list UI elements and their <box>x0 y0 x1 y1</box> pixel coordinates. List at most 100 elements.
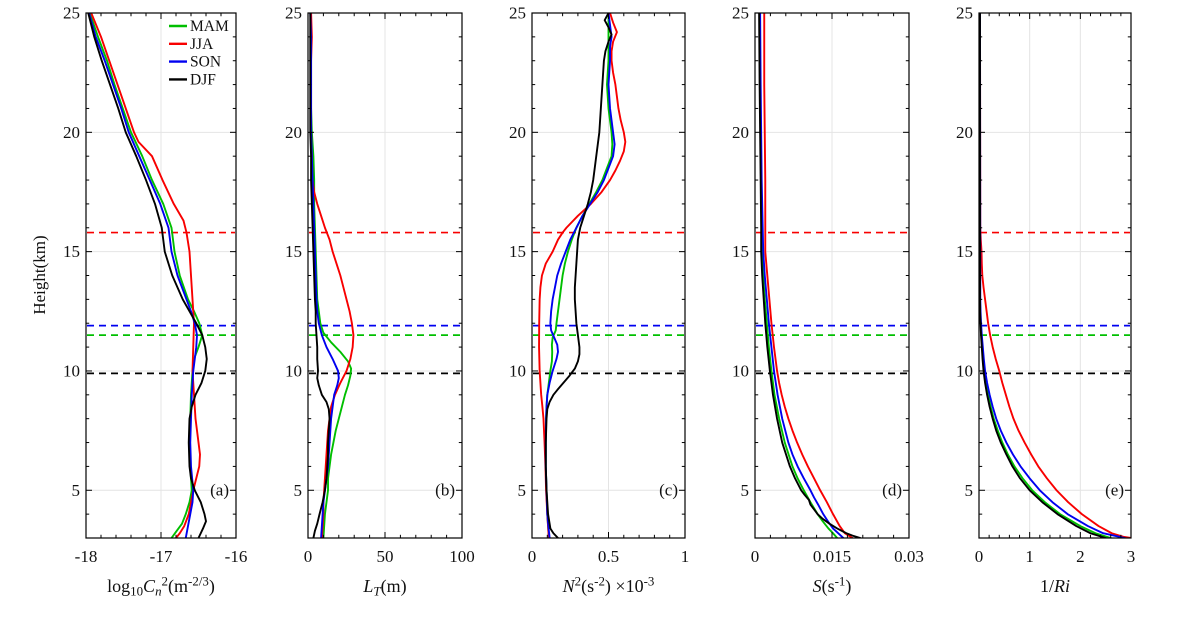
x-axis-label-e: 1/Ri <box>1040 576 1070 596</box>
svg-text:5: 5 <box>965 481 974 500</box>
series-DJF-curve <box>309 13 331 538</box>
panel-e-xtick-labels: 0 1 2 3 <box>975 547 1136 566</box>
panel-letter-a: (a) <box>210 480 229 499</box>
panel-e-grid <box>979 13 1131 538</box>
svg-text:25: 25 <box>956 4 973 23</box>
panel-letter-e: (e) <box>1105 480 1124 499</box>
svg-text:10: 10 <box>509 361 526 380</box>
svg-text:5: 5 <box>294 481 303 500</box>
svg-text:15: 15 <box>285 242 302 261</box>
panel-e-ticks <box>978 12 1132 539</box>
svg-text:25: 25 <box>732 4 749 23</box>
svg-text:15: 15 <box>509 242 526 261</box>
series-SON-curve <box>759 13 845 538</box>
svg-text:0: 0 <box>528 547 537 566</box>
panel-d-xtick-labels: 0 0.015 0.03 <box>751 547 924 566</box>
series-MAM-curve <box>88 13 204 538</box>
svg-text:0.5: 0.5 <box>598 547 619 566</box>
series-SON-curve <box>979 13 1126 538</box>
series-JJA-curve <box>538 13 627 538</box>
svg-text:0: 0 <box>751 547 760 566</box>
series-DJF-curve <box>758 13 862 538</box>
panel-e-frame <box>978 12 1132 539</box>
panel-b-ticks <box>307 12 463 539</box>
svg-text:20: 20 <box>509 123 526 142</box>
legend-label-MAM: MAM <box>190 18 229 35</box>
panel-b-xtick-labels: 0 50 100 <box>304 547 475 566</box>
series-MAM-curve <box>979 13 1112 538</box>
series-JJA-curve <box>90 13 201 538</box>
panel-d-grid <box>755 13 909 538</box>
panel-letter-d: (d) <box>882 480 902 499</box>
panel-c-xtick-labels: 0 0.5 1 <box>528 547 690 566</box>
series-SON-curve <box>88 13 198 538</box>
series-SON-curve <box>544 13 616 538</box>
svg-text:20: 20 <box>956 123 973 142</box>
panel-b-grid <box>308 13 462 538</box>
svg-text:3: 3 <box>1127 547 1136 566</box>
x-axis-label-a: log10Cn2(m-2/3) <box>107 574 215 599</box>
svg-text:10: 10 <box>732 361 749 380</box>
x-axis-label-c: N2(s-2) ×10-3 <box>562 574 655 598</box>
legend-label-JJA: JJA <box>190 36 214 53</box>
svg-text:10: 10 <box>63 361 80 380</box>
panel-a: -18 -17 -16 5 10 15 20 25 log10Cn2(m-2/3) (a) <box>63 4 247 599</box>
svg-text:25: 25 <box>63 4 80 23</box>
series-DJF-curve <box>544 13 613 538</box>
series-JJA-curve <box>310 13 355 538</box>
svg-text:10: 10 <box>285 361 302 380</box>
panel-d-ytick-labels: 5 10 15 20 25 <box>732 4 749 500</box>
panel-c-ytick-labels: 5 10 15 20 25 <box>509 4 526 500</box>
svg-text:-18: -18 <box>75 547 98 566</box>
svg-text:0: 0 <box>304 547 313 566</box>
series-MAM-curve <box>758 13 839 538</box>
svg-text:0: 0 <box>975 547 984 566</box>
svg-text:25: 25 <box>509 4 526 23</box>
y-axis-label: Height(km) <box>30 235 49 315</box>
panel-b-ytick-labels: 5 10 15 20 25 <box>285 4 302 500</box>
svg-text:10: 10 <box>956 361 973 380</box>
svg-text:20: 20 <box>285 123 302 142</box>
svg-text:2: 2 <box>1076 547 1085 566</box>
svg-text:25: 25 <box>285 4 302 23</box>
svg-text:20: 20 <box>63 123 80 142</box>
x-axis-label-d: S(s-1) <box>813 574 852 598</box>
panel-b: 0 50 100 5 10 15 20 25 LT(m) (b) <box>285 4 475 599</box>
svg-text:20: 20 <box>732 123 749 142</box>
panel-d-ticks <box>754 12 910 539</box>
panel-e: 0 1 2 3 5 10 15 20 25 1/Ri (e) <box>956 4 1135 597</box>
panel-d: 0 0.015 0.03 5 10 15 20 25 S(s-1) (d) <box>732 4 924 598</box>
svg-text:15: 15 <box>732 242 749 261</box>
series-MAM-curve <box>310 13 353 538</box>
svg-text:1: 1 <box>681 547 690 566</box>
svg-text:-17: -17 <box>150 547 173 566</box>
series-JJA-curve <box>979 13 1131 538</box>
series-DJF-curve <box>979 13 1107 538</box>
series-JJA-curve <box>763 13 854 538</box>
svg-text:15: 15 <box>63 242 80 261</box>
legend-label-SON: SON <box>190 54 221 71</box>
svg-text:1: 1 <box>1025 547 1034 566</box>
legend-item-DJF: DJF <box>169 71 216 88</box>
legend-item-MAM: MAM <box>169 18 229 35</box>
svg-text:50: 50 <box>377 547 394 566</box>
svg-text:100: 100 <box>449 547 475 566</box>
panel-letter-b: (b) <box>435 480 455 499</box>
panel-letter-c: (c) <box>659 480 678 499</box>
panel-a-ytick-labels: 5 10 15 20 25 <box>63 4 80 500</box>
panel-c-ticks <box>531 12 686 539</box>
svg-text:-16: -16 <box>225 547 248 566</box>
series-DJF-curve <box>87 13 208 538</box>
svg-text:5: 5 <box>72 481 81 500</box>
svg-text:5: 5 <box>518 481 527 500</box>
panel-a-ticks <box>85 12 237 539</box>
panel-a-grid <box>86 13 236 538</box>
svg-text:0.03: 0.03 <box>894 547 924 566</box>
svg-text:0.015: 0.015 <box>813 547 851 566</box>
svg-text:15: 15 <box>956 242 973 261</box>
panel-a-xtick-labels: -18 -17 -16 <box>75 547 248 566</box>
